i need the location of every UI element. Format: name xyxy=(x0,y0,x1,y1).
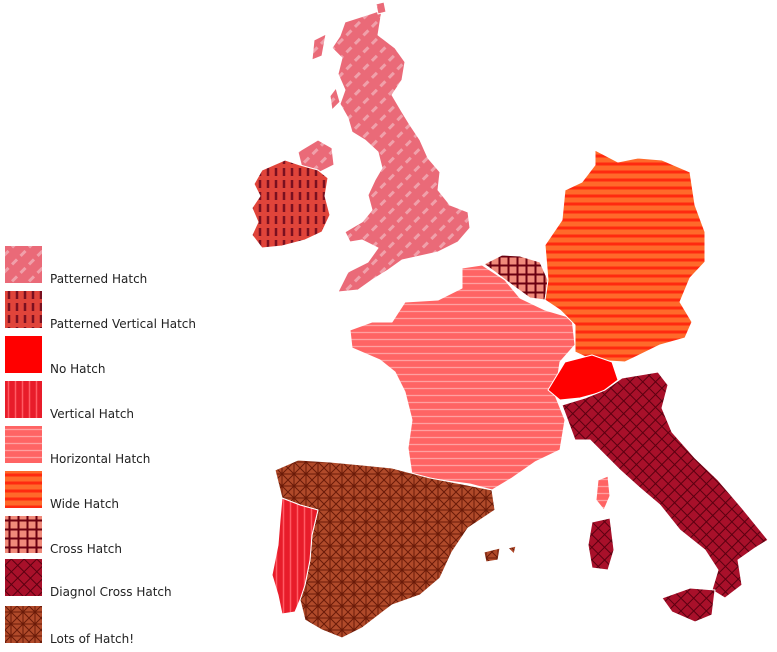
legend-label: Cross Hatch xyxy=(50,542,122,556)
patterned-vertical-hatch-swatch xyxy=(5,291,42,328)
legend-item-horizontal-hatch: Horizontal Hatch xyxy=(5,426,245,466)
corsica-region xyxy=(595,475,611,511)
horizontal-hatch-swatch xyxy=(5,426,42,463)
legend-label: Wide Hatch xyxy=(50,497,120,511)
ireland-region xyxy=(251,159,331,249)
diagonal-cross-hatch-swatch xyxy=(5,559,42,596)
cross-hatch-swatch xyxy=(5,516,42,553)
legend-item-cross-hatch: Cross Hatch xyxy=(5,516,245,556)
great-britain-region xyxy=(331,9,471,293)
no-hatch-swatch xyxy=(5,336,42,373)
legend-item-patterned-hatch: Patterned Hatch xyxy=(5,246,245,286)
legend-item-vertical-hatch: Vertical Hatch xyxy=(5,381,245,421)
legend-item-diagonal-cross-hatch: Diagnol Cross Hatch xyxy=(5,559,245,599)
legend-label: Patterned Vertical Hatch xyxy=(50,317,197,331)
wide-hatch-swatch xyxy=(5,471,42,508)
legend-label: Horizontal Hatch xyxy=(50,452,151,466)
portugal-region xyxy=(271,497,319,615)
balearic-islands-region xyxy=(483,545,517,563)
legend-item-wide-hatch: Wide Hatch xyxy=(5,471,245,511)
legend-label: Vertical Hatch xyxy=(50,407,135,421)
legend-item-patterned-vertical-hatch: Patterned Vertical Hatch xyxy=(5,291,245,331)
patterned-hatch-swatch xyxy=(5,246,42,283)
germany-region xyxy=(544,149,706,363)
legend-label: Patterned Hatch xyxy=(50,272,148,286)
legend-item-no-hatch: No Hatch xyxy=(5,336,245,376)
legend-label: No Hatch xyxy=(50,362,106,376)
scottish-islands-region xyxy=(311,1,387,111)
lots-of-hatch-swatch xyxy=(5,606,42,643)
sicily-region xyxy=(661,587,716,623)
sardinia-region xyxy=(587,517,615,571)
vertical-hatch-swatch xyxy=(5,381,42,418)
france-region xyxy=(349,264,576,491)
italy-region xyxy=(561,371,769,599)
legend-label: Diagnol Cross Hatch xyxy=(50,585,172,599)
legend-label: Lots of Hatch! xyxy=(50,632,135,646)
legend-item-lots-of-hatch: Lots of Hatch! xyxy=(5,606,245,646)
